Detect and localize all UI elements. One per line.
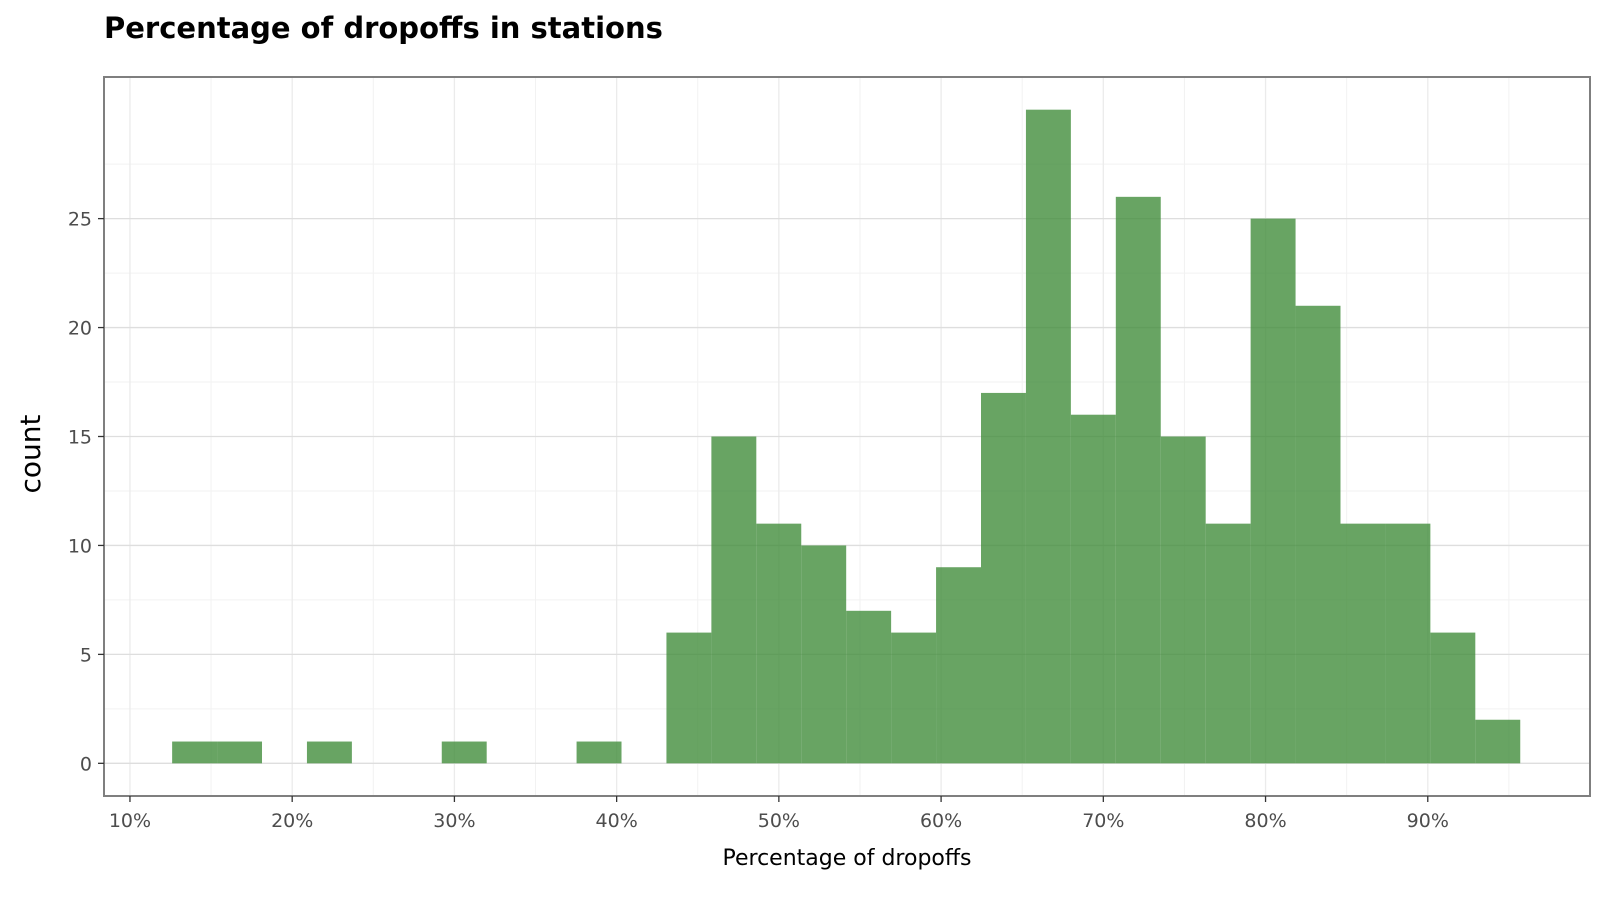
- histogram-bar: [306, 741, 352, 764]
- histogram-bar: [441, 741, 487, 764]
- histogram-bar: [801, 545, 847, 764]
- y-tick-label: 10: [68, 535, 92, 557]
- x-tick-label: 10%: [109, 810, 151, 832]
- y-axis-ticks: 0 5 10 15 20 25: [68, 209, 104, 775]
- bars: [172, 109, 1521, 764]
- x-tick-label: 30%: [433, 810, 475, 832]
- x-tick-label: 70%: [1082, 810, 1124, 832]
- histogram-bar: [1250, 218, 1296, 764]
- histogram-bar: [1160, 436, 1206, 764]
- x-tick-label: 20%: [271, 810, 313, 832]
- histogram-bar: [172, 741, 218, 764]
- x-tick-label: 80%: [1244, 810, 1286, 832]
- x-tick-label: 50%: [758, 810, 800, 832]
- histogram-bar: [1340, 523, 1386, 764]
- x-tick-label: 40%: [596, 810, 638, 832]
- x-tick-label: 60%: [920, 810, 962, 832]
- y-tick-label: 25: [68, 209, 92, 231]
- y-tick-label: 20: [68, 318, 92, 340]
- y-tick-label: 15: [68, 427, 92, 449]
- x-axis-label: Percentage of dropoffs: [723, 846, 972, 871]
- histogram-bar: [576, 741, 622, 764]
- histogram-bar: [980, 392, 1026, 764]
- histogram-bar: [1070, 414, 1116, 764]
- chart-title: Percentage of dropoffs in stations: [104, 11, 663, 45]
- histogram-bar: [1475, 719, 1521, 764]
- histogram-bar: [756, 523, 802, 764]
- histogram-bar: [1430, 632, 1476, 764]
- histogram-bar: [936, 567, 981, 764]
- histogram-bar: [1205, 523, 1251, 764]
- histogram-bar: [711, 436, 757, 764]
- x-tick-label: 90%: [1407, 810, 1449, 832]
- histogram-bar: [217, 741, 263, 764]
- histogram-bar: [1025, 109, 1071, 764]
- x-axis-ticks: 10% 20% 30% 40% 50% 60% 70% 80% 90%: [109, 796, 1449, 832]
- histogram-bar: [1385, 523, 1431, 764]
- histogram-bar: [891, 632, 937, 764]
- histogram-bar: [1295, 305, 1341, 764]
- histogram-bar: [666, 632, 712, 764]
- histogram-bar: [846, 610, 892, 764]
- histogram-bar: [1115, 196, 1161, 764]
- y-tick-label: 5: [80, 644, 92, 666]
- y-tick-label: 0: [80, 753, 92, 775]
- y-axis-label: count: [14, 414, 47, 493]
